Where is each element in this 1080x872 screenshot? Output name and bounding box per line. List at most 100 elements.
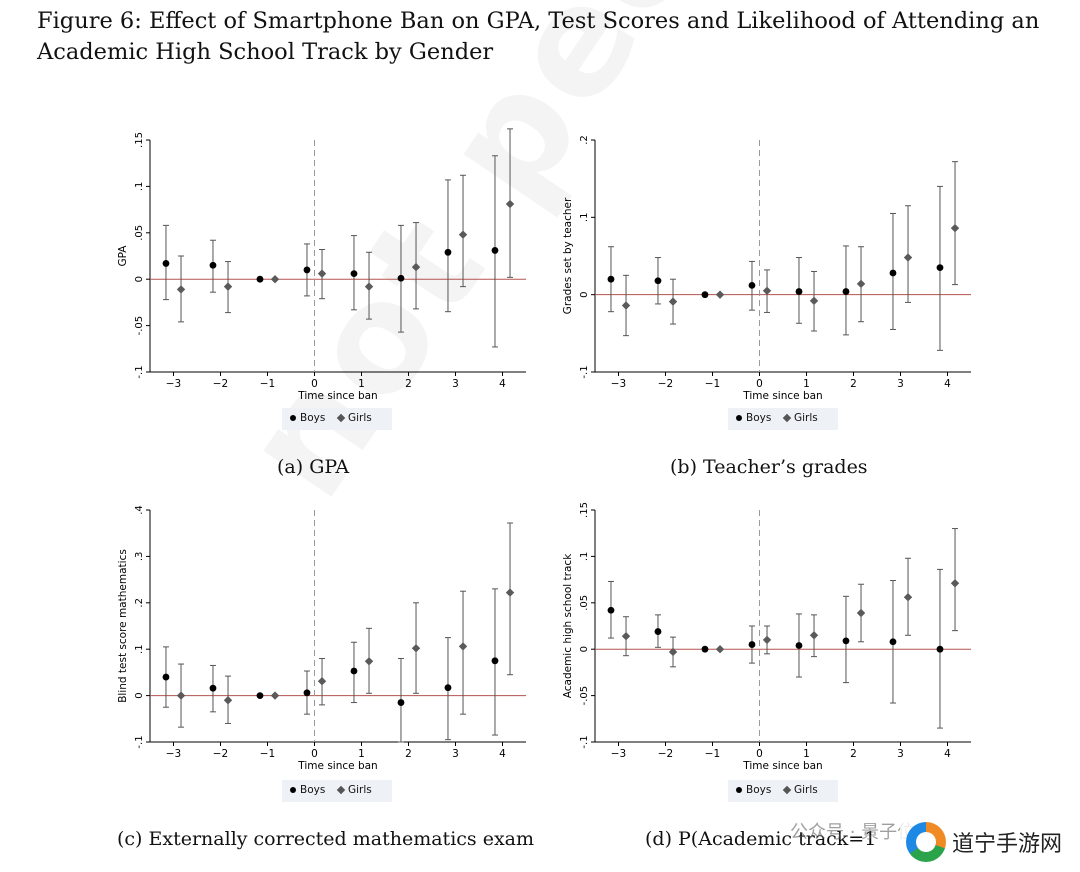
x-tick-label: 1: [803, 748, 810, 760]
boys-point: [654, 628, 662, 635]
girls-point: [950, 579, 960, 588]
girls-marker-icon: [782, 413, 792, 423]
x-tick-label: 2: [405, 378, 412, 390]
boys-point: [936, 264, 944, 271]
y-tick-label: .2: [579, 135, 590, 145]
girls-point: [317, 269, 327, 278]
boys-point: [795, 642, 803, 649]
x-tick-label: 1: [803, 378, 810, 390]
x-tick-label: −3: [611, 748, 626, 760]
girls-point: [411, 262, 421, 272]
x-tick-label: −2: [658, 378, 673, 390]
legend-a: Boys Girls: [282, 408, 392, 430]
x-tick-label: 3: [452, 378, 459, 390]
boys-point: [303, 689, 311, 697]
y-tick-label: 0: [134, 276, 145, 282]
legend-c: Boys Girls: [282, 780, 392, 802]
girls-point: [176, 285, 186, 294]
boys-point: [701, 645, 709, 653]
site-brand[interactable]: 道宁手游网: [899, 820, 1068, 864]
x-tick-label: 4: [499, 378, 506, 390]
girls-point: [903, 593, 913, 602]
boys-point: [748, 641, 756, 648]
girls-point: [903, 253, 913, 262]
x-tick-label: −3: [166, 748, 181, 760]
chart-svg: -.1 0 .1 .2 −3 −2 −1 0 1 2 3 4 Grades set by teacher…: [562, 135, 971, 402]
x-tick-label: 2: [850, 378, 857, 390]
legend-boys: Boys: [300, 412, 326, 424]
x-axis-label: Time since ban: [297, 390, 377, 402]
girls-point: [317, 677, 327, 686]
boys-point: [350, 270, 358, 278]
girls-point: [621, 632, 631, 641]
x-tick-label: 2: [405, 748, 412, 760]
panel-academic-track: -.1 -.05 0 .05 .1 .15 −3 −2 −1 0 1 2 3 4 Academic high…: [555, 502, 995, 780]
boys-point: [256, 275, 264, 283]
x-tick-label: −2: [658, 748, 673, 760]
x-tick-label: 3: [452, 748, 459, 760]
y-tick-label: -.1: [134, 365, 145, 378]
girls-point: [809, 631, 819, 640]
y-tick-label: 0: [579, 291, 590, 297]
girls-point: [668, 647, 678, 657]
y-axis-label: Grades set by teacher: [562, 197, 574, 314]
x-tick-label: −2: [213, 378, 228, 390]
caption-c: (c) Externally corrected mathematics exa…: [117, 828, 535, 850]
girls-point: [411, 644, 421, 653]
boys-point: [256, 692, 264, 699]
girls-point: [270, 275, 280, 284]
y-tick-label: .2: [134, 598, 145, 608]
boys-marker-icon: [736, 787, 742, 793]
girls-point: [950, 223, 960, 233]
y-axis-label: Academic high school track: [562, 553, 574, 698]
x-tick-label: −3: [166, 378, 181, 390]
chart-svg: -.1 -.05 0 .05 .1 .15 −3 −2 −1 0 1 2 3 4 GPA Time since…: [117, 128, 526, 402]
x-axis-label: Time since ban: [742, 760, 822, 772]
boys-point: [889, 638, 897, 646]
y-tick-label: 0: [134, 692, 145, 698]
wechat-watermark: 公众号 · 景子位: [790, 822, 916, 843]
girls-marker-icon: [782, 785, 792, 795]
girls-point: [715, 645, 725, 654]
boys-point: [491, 247, 499, 254]
boys-point: [607, 606, 615, 614]
girls-point: [364, 282, 374, 291]
girls-point: [762, 635, 772, 645]
legend-boys: Boys: [300, 784, 326, 796]
y-tick-label: -.1: [579, 365, 590, 378]
boys-point: [162, 260, 170, 267]
panel-gpa: -.1 -.05 0 .05 .1 .15 −3 −2 −1 0 1 2 3 4 GPA Time since…: [110, 128, 550, 410]
x-tick-label: −1: [705, 378, 720, 390]
y-tick-label: -.1: [579, 735, 590, 748]
boys-marker-icon: [290, 787, 296, 793]
boys-point: [444, 684, 452, 692]
x-tick-label: −1: [705, 748, 720, 760]
legend-boys: Boys: [746, 784, 772, 796]
legend-d: Boys Girls: [728, 780, 838, 802]
girls-point: [458, 230, 468, 239]
x-tick-label: 4: [944, 378, 951, 390]
y-tick-label: -.05: [134, 316, 145, 336]
x-tick-label: 1: [358, 378, 365, 390]
girls-point: [856, 279, 866, 289]
girls-marker-icon: [336, 413, 346, 423]
x-tick-label: 0: [756, 378, 763, 390]
legend-b: Boys Girls: [728, 408, 838, 430]
panel-teacher-grades: -.1 0 .1 .2 −3 −2 −1 0 1 2 3 4 Grades set by teacher…: [555, 135, 995, 410]
caption-a: (a) GPA: [277, 456, 350, 478]
y-tick-label: .15: [134, 132, 145, 148]
boys-point: [654, 277, 662, 285]
girls-point: [715, 290, 725, 299]
x-tick-label: 3: [897, 378, 904, 390]
y-tick-label: .1: [579, 213, 590, 223]
boys-point: [350, 667, 358, 675]
boys-point: [842, 637, 850, 645]
figure-title: Figure 6: Effect of Smartphone Ban on GP…: [37, 8, 1040, 65]
boys-point: [303, 266, 311, 274]
boys-point: [491, 657, 499, 665]
girls-point: [809, 296, 819, 306]
x-tick-label: 2: [850, 748, 857, 760]
girls-point: [176, 691, 186, 700]
y-tick-label: .1: [134, 644, 145, 654]
boys-point: [936, 645, 944, 653]
